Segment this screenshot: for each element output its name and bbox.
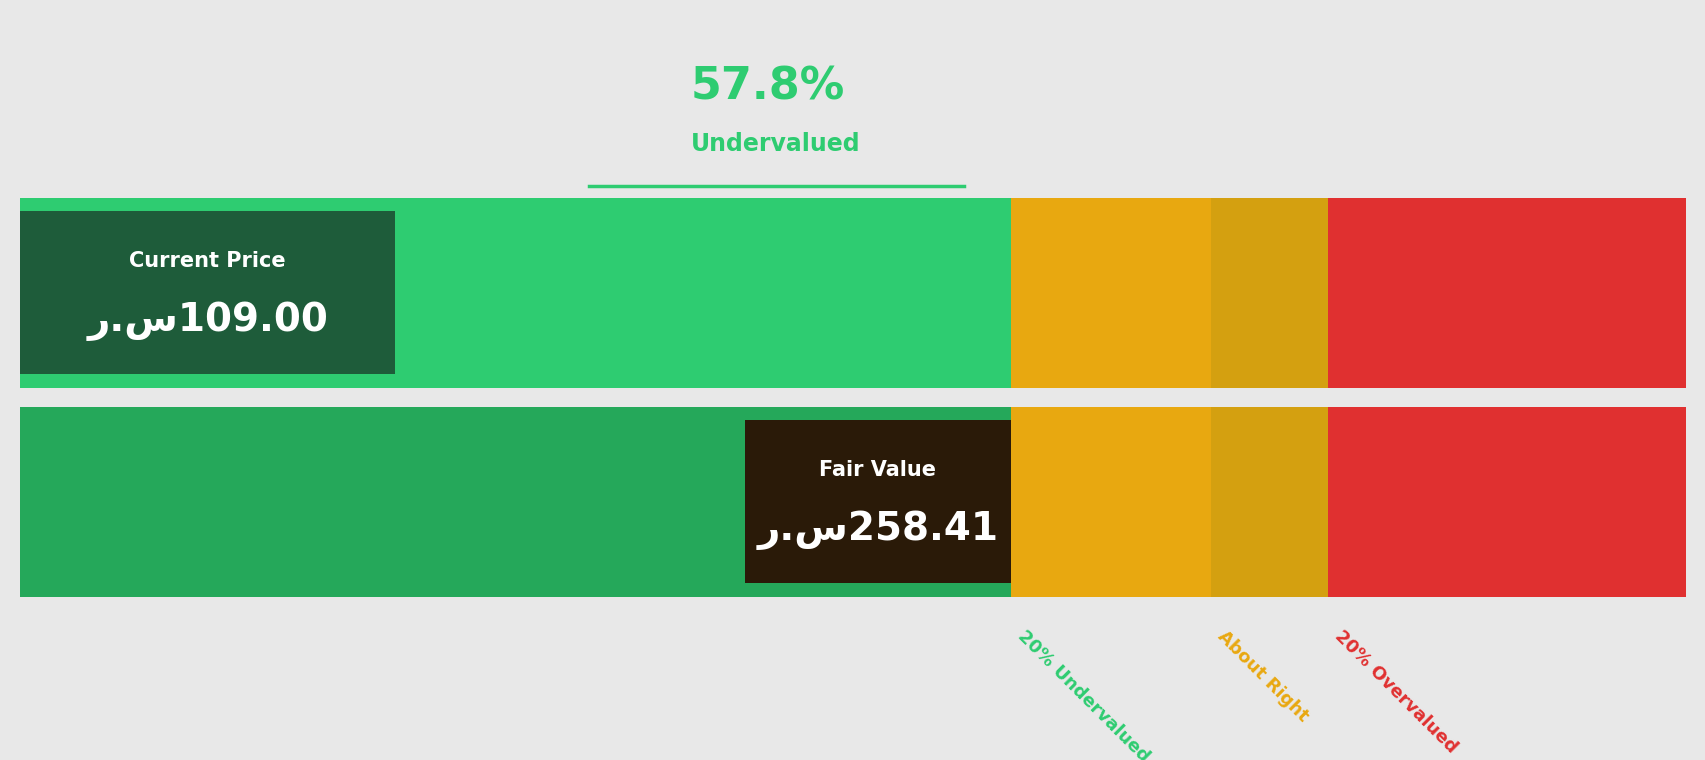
Text: 20% Overvalued: 20% Overvalued	[1330, 627, 1459, 756]
Text: 57.8%: 57.8%	[691, 66, 844, 109]
Bar	[20, 198, 1011, 388]
Bar	[1211, 407, 1326, 597]
Text: 20% Undervalued: 20% Undervalued	[1014, 627, 1153, 760]
Text: Fair Value: Fair Value	[818, 460, 936, 480]
Text: Current Price: Current Price	[130, 251, 286, 271]
Bar	[20, 407, 1011, 597]
Bar	[1326, 198, 1685, 388]
Bar	[20, 211, 396, 374]
Text: ر.س109.00: ر.س109.00	[87, 302, 327, 341]
Bar	[1211, 198, 1326, 388]
Bar	[745, 420, 1011, 583]
Text: Undervalued: Undervalued	[691, 132, 859, 157]
Text: About Right: About Right	[1214, 627, 1311, 725]
Bar	[1011, 198, 1211, 388]
Bar	[1326, 407, 1685, 597]
Bar	[1011, 407, 1211, 597]
Text: ر.س258.41: ر.س258.41	[757, 511, 997, 550]
